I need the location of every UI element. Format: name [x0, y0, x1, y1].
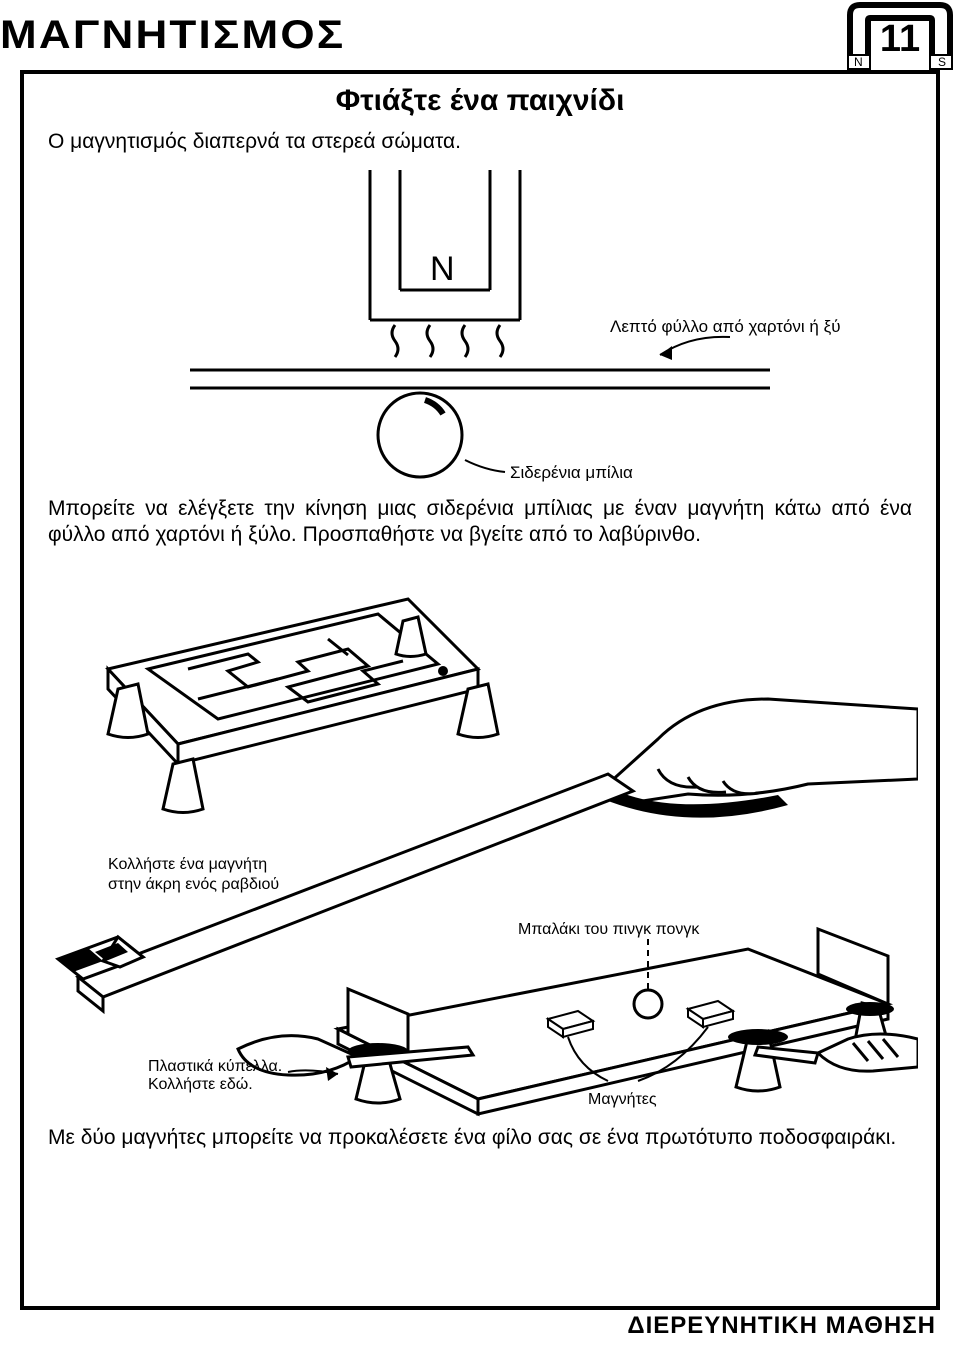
paragraph-1: Μπορείτε να ελέγξετε την κίνηση μιας σιδ… — [48, 496, 912, 549]
svg-text:Πλαστικά κύπελλα.: Πλαστικά κύπελλα. — [148, 1058, 282, 1075]
figure-maze-football: Κολλήστε ένα μαγνήτη στην άκρη ενός ραβδ… — [48, 559, 918, 1119]
svg-text:Κολλήστε εδώ.: Κολλήστε εδώ. — [148, 1076, 253, 1093]
page-header: ΜΑΓΝΗΤΙΣΜΟΣ N S 11 — [0, 0, 960, 70]
svg-text:N: N — [430, 250, 455, 288]
svg-text:Μαγνήτες: Μαγνήτες — [588, 1091, 657, 1108]
svg-text:Λεπτό φύλλο από χαρτόνι ή ξύλο: Λεπτό φύλλο από χαρτόνι ή ξύλο — [610, 317, 840, 336]
svg-text:Κολλήστε ένα μαγνήτη: Κολλήστε ένα μαγνήτη — [108, 856, 267, 873]
page-frame: Φτιάξτε ένα παιχνίδι Ο μαγνητισμός διαπε… — [20, 70, 940, 1310]
figure-magnet-sheet: N Λεπτό φύλλο από χαρτόνι ή ξύλο Σιδερέν… — [120, 160, 840, 490]
svg-text:Σιδερένια μπίλια: Σιδερένια μπίλια — [510, 463, 633, 482]
series-footer: ΔΙΕΡΕΥΝΗΤΙΚΗ ΜΑΘΗΣΗ — [627, 1312, 936, 1340]
chapter-title: ΜΑΓΝΗΤΙΣΜΟΣ — [0, 13, 345, 58]
activity-title: Φτιάξτε ένα παιχνίδι — [48, 84, 912, 118]
paragraph-2: Με δύο μαγνήτες μπορείτε να προκαλέσετε … — [48, 1125, 912, 1151]
svg-text:Μπαλάκι του πινγκ πονγκ: Μπαλάκι του πινγκ πονγκ — [518, 921, 700, 938]
svg-text:στην άκρη ενός ραβδιού: στην άκρη ενός ραβδιού — [108, 876, 279, 893]
page-number-magnet-badge: N S 11 — [840, 0, 960, 70]
page-number: 11 — [840, 18, 960, 61]
intro-text: Ο μαγνητισμός διαπερνά τα στερεά σώματα. — [48, 130, 912, 154]
